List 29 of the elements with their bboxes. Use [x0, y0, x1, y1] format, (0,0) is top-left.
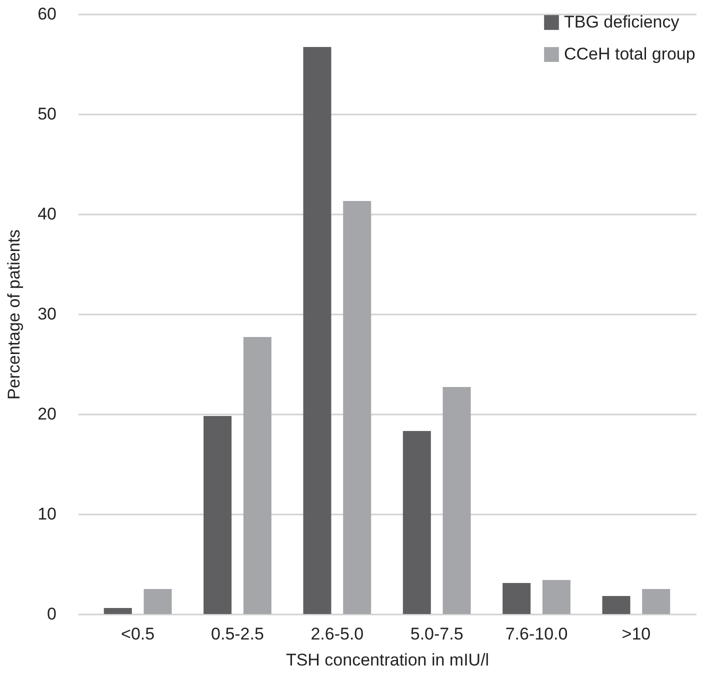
x-tick-label: 0.5-2.5 — [211, 624, 264, 644]
bar — [104, 608, 132, 614]
x-tick-label: >10 — [622, 624, 651, 644]
bar — [402, 431, 431, 614]
y-tick-label: 60 — [38, 4, 56, 24]
bar — [602, 596, 630, 614]
y-tick-label: 40 — [38, 204, 56, 224]
bar — [442, 387, 471, 614]
y-axis-title: Percentage of patients — [4, 229, 24, 400]
x-tick-label: <0.5 — [121, 624, 155, 644]
bar — [144, 589, 172, 614]
bar — [542, 580, 570, 614]
x-tick-label: 2.6-5.0 — [310, 624, 364, 644]
bar — [502, 583, 531, 614]
y-tick-label: 0 — [47, 604, 56, 624]
bar — [303, 47, 332, 614]
y-tick-label: 30 — [38, 304, 56, 324]
bar — [204, 416, 232, 614]
y-tick-label: 10 — [38, 504, 56, 524]
bar — [343, 201, 372, 614]
bar — [642, 589, 670, 614]
legend-label: TBG deficiency — [564, 12, 680, 32]
bar — [243, 337, 272, 614]
y-tick-label: 20 — [38, 404, 56, 424]
x-tick-label: 7.6-10.0 — [505, 624, 568, 644]
legend-label: CCeH total group — [564, 44, 696, 64]
x-tick-label: 5.0-7.5 — [410, 624, 464, 644]
y-tick-label: 50 — [38, 104, 56, 124]
x-axis-title: TSH concentration in mIU/l — [286, 650, 490, 670]
